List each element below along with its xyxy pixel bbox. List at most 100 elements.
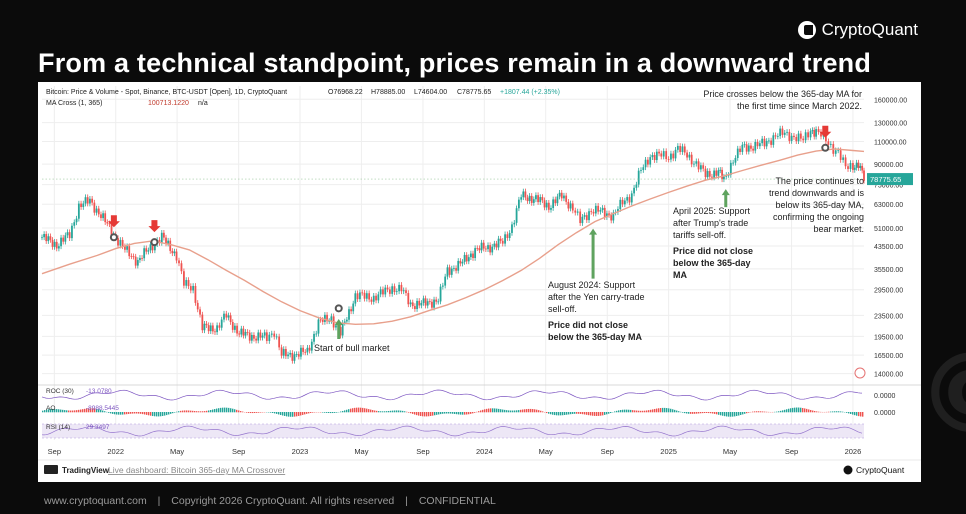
price-candle bbox=[708, 171, 711, 177]
ao-bar bbox=[792, 407, 794, 413]
price-candle bbox=[216, 325, 218, 333]
price-candle bbox=[626, 197, 629, 201]
price-candle bbox=[231, 321, 234, 330]
ao-bar bbox=[464, 412, 466, 415]
ao-bar bbox=[738, 412, 740, 416]
ao-bar bbox=[204, 411, 206, 413]
price-candle bbox=[741, 144, 744, 152]
ao-bar bbox=[220, 407, 222, 413]
ao-bar bbox=[428, 412, 430, 417]
price-candle bbox=[350, 309, 353, 312]
price-candle bbox=[372, 295, 375, 302]
price-candle bbox=[223, 313, 225, 320]
ao-bar bbox=[590, 412, 592, 416]
ao-bar bbox=[382, 411, 384, 413]
price-candle bbox=[719, 169, 722, 171]
ao-bar bbox=[208, 410, 210, 413]
price-candle bbox=[407, 293, 410, 305]
price-candle bbox=[571, 203, 574, 211]
price-candle bbox=[569, 203, 572, 209]
ao-bar bbox=[322, 412, 324, 413]
ao-bar bbox=[666, 408, 668, 413]
ao-bar bbox=[254, 412, 256, 413]
x-tick-label: Sep bbox=[416, 447, 429, 456]
ao-bar bbox=[592, 412, 594, 416]
ao-bar bbox=[240, 411, 242, 413]
ao-bar bbox=[214, 409, 216, 413]
price-candle bbox=[847, 166, 849, 169]
ao-bar bbox=[360, 407, 362, 413]
ao-bar bbox=[72, 410, 74, 413]
price-candle bbox=[530, 195, 533, 203]
price-candle bbox=[194, 285, 197, 303]
ao-bar bbox=[56, 409, 58, 413]
footer-sep: | bbox=[157, 495, 161, 507]
ao-bar bbox=[790, 408, 792, 413]
ao-bar bbox=[84, 408, 86, 413]
ao-bar bbox=[66, 410, 68, 413]
price-candle bbox=[265, 332, 268, 341]
price-candle bbox=[543, 200, 546, 208]
ao-bar bbox=[696, 412, 698, 414]
ao-bar bbox=[558, 412, 560, 416]
price-candle bbox=[379, 289, 382, 295]
ao-bar bbox=[226, 407, 228, 413]
ao-bar bbox=[140, 412, 142, 414]
ao-bar bbox=[454, 412, 456, 414]
price-candle bbox=[579, 211, 582, 224]
price-candle bbox=[541, 197, 544, 201]
y-tick-label: 43500.00 bbox=[874, 244, 903, 251]
ao-bar bbox=[492, 408, 494, 413]
price-candle bbox=[64, 235, 67, 242]
annotation-apr2025: tariffs sell-off. bbox=[673, 230, 726, 240]
price-candle bbox=[220, 319, 223, 328]
annotation-aug2024: sell-off. bbox=[548, 304, 577, 314]
ao-bar bbox=[400, 410, 402, 413]
price-candle bbox=[45, 233, 48, 242]
price-candle bbox=[761, 138, 764, 144]
x-tick-label: Sep bbox=[232, 447, 245, 456]
price-candle bbox=[321, 319, 324, 322]
ao-bar bbox=[482, 409, 484, 413]
cryptoquant-mini-logo-icon bbox=[843, 465, 853, 475]
price-candle bbox=[250, 334, 253, 341]
ao-bar bbox=[114, 412, 116, 415]
price-candle bbox=[487, 245, 489, 250]
price-candle bbox=[695, 161, 698, 164]
price-candle bbox=[672, 153, 675, 159]
price-candle bbox=[253, 334, 255, 339]
ao-bar bbox=[548, 412, 550, 414]
x-tick-label: May bbox=[539, 447, 553, 456]
cross-marker-center bbox=[152, 240, 157, 245]
ao-bar bbox=[698, 412, 700, 414]
y-tick-label: 19500.00 bbox=[874, 334, 903, 341]
footer-site[interactable]: www.cryptoquant.com bbox=[44, 495, 147, 507]
price-candle bbox=[837, 150, 840, 152]
ao-bar bbox=[650, 409, 652, 413]
price-candle bbox=[482, 242, 485, 249]
price-candle bbox=[863, 170, 865, 181]
price-candle bbox=[192, 285, 195, 291]
ao-bar bbox=[242, 411, 244, 413]
annotation-continue: The price continues to bbox=[775, 176, 864, 186]
price-candle bbox=[565, 195, 568, 202]
ao-bar bbox=[216, 408, 218, 413]
ao-bar bbox=[478, 411, 480, 413]
price-candle bbox=[433, 299, 435, 308]
price-candle bbox=[736, 148, 739, 159]
price-candle bbox=[402, 290, 405, 292]
ao-bar bbox=[402, 410, 404, 413]
price-candle bbox=[528, 195, 531, 202]
ao-bar bbox=[130, 412, 132, 414]
price-candle bbox=[352, 303, 355, 312]
price-candle bbox=[594, 205, 597, 214]
price-candle bbox=[400, 284, 403, 292]
price-candle bbox=[750, 145, 752, 149]
price-candle bbox=[526, 197, 529, 202]
price-candle bbox=[859, 165, 862, 168]
ao-bar bbox=[568, 412, 570, 415]
price-candle bbox=[683, 146, 686, 153]
ao-bar bbox=[852, 412, 854, 415]
last-price-label: 78775.65 bbox=[870, 175, 901, 184]
price-candle bbox=[605, 213, 608, 218]
